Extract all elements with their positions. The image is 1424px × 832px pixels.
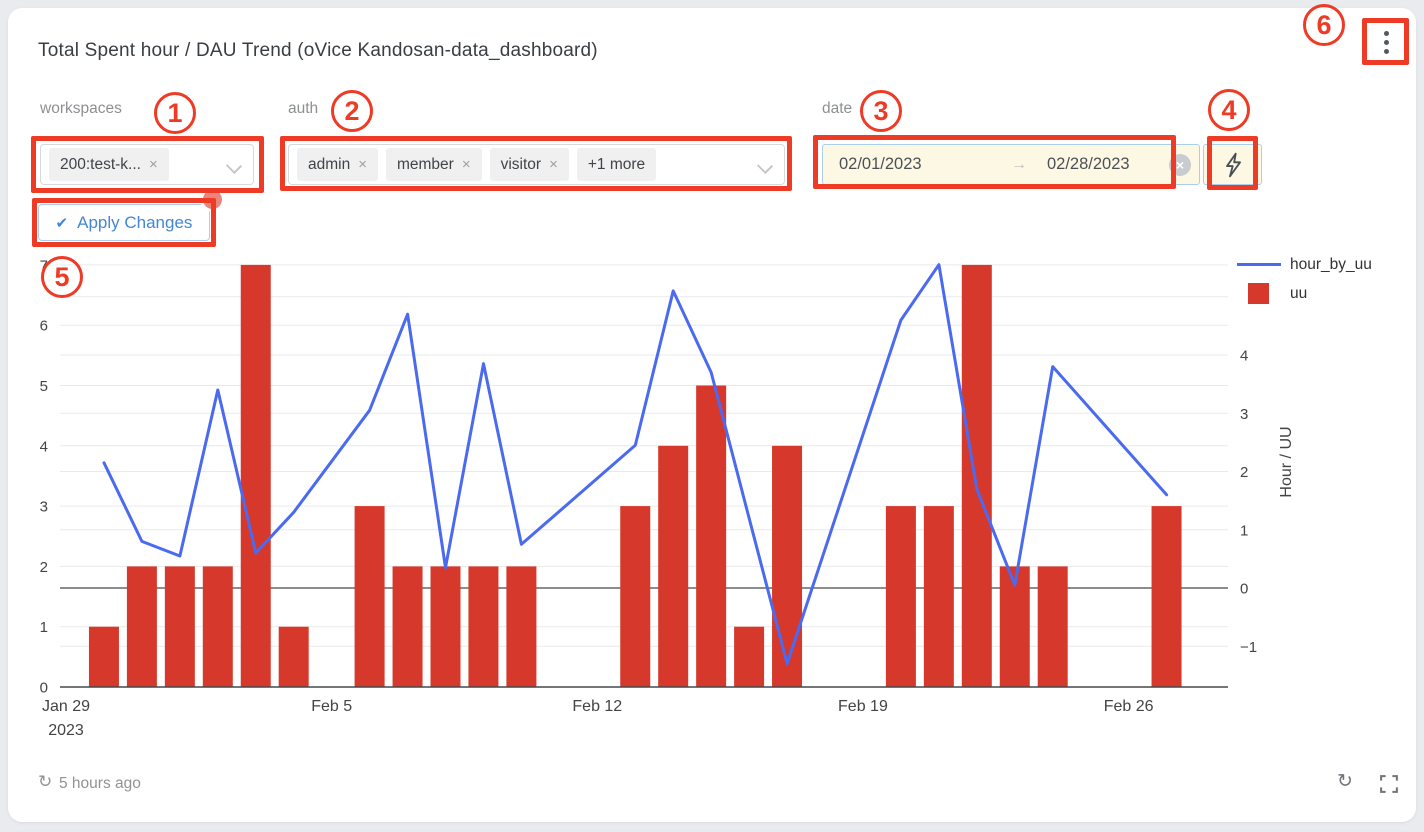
annotation-box-date	[813, 135, 1176, 189]
annotation-box-auth	[280, 136, 792, 191]
annotation-marker-4: 4	[1208, 89, 1250, 131]
workspaces-tag-remove-icon[interactable]: ×	[148, 156, 158, 173]
auth-overflow-label: +1 more	[587, 155, 646, 173]
refresh-button[interactable]: ↻	[1337, 771, 1353, 792]
kebab-dot-icon	[1383, 48, 1389, 54]
auth-tag-label: admin	[308, 155, 351, 173]
auth-tag: admin ×	[297, 148, 378, 181]
date-label: date	[822, 100, 853, 117]
annotation-marker-5: 5	[41, 256, 83, 298]
date-range-arrow-icon: →	[1011, 155, 1027, 173]
auth-overflow-tag[interactable]: +1 more	[576, 148, 657, 181]
widget-card	[8, 8, 1416, 822]
workspaces-tag-label: 200:test-k...	[60, 155, 141, 173]
annotation-marker-1: 1	[154, 92, 196, 134]
legend-item-hour-by-uu[interactable]: hour_by_uu	[1290, 256, 1372, 273]
fullscreen-button[interactable]	[1380, 775, 1398, 798]
kebab-dot-icon	[1383, 39, 1389, 45]
auth-tag-remove-icon[interactable]: ×	[461, 156, 471, 173]
apply-changes-label: Apply Changes	[77, 212, 193, 232]
annotation-marker-3: 3	[860, 90, 902, 132]
check-icon: ✔	[55, 214, 69, 232]
date-start-value[interactable]: 02/01/2023	[839, 155, 922, 173]
legend-line-swatch	[1237, 263, 1281, 266]
widget-title: Total Spent hour / DAU Trend (oVice Kand…	[38, 40, 598, 61]
dynamic-date-button[interactable]	[1203, 144, 1262, 185]
annotation-box-menu	[1362, 18, 1409, 65]
annotation-box-apply	[32, 198, 216, 247]
auth-select[interactable]: admin × member × visitor × +1 more	[288, 144, 785, 185]
auth-tag: visitor ×	[489, 148, 569, 181]
auth-tag-label: visitor	[500, 155, 542, 173]
date-end-value[interactable]: 02/28/2023	[1047, 155, 1130, 173]
annotation-box-lightning	[1207, 136, 1258, 190]
kebab-menu-button[interactable]	[1372, 25, 1400, 59]
annotation-marker-6: 6	[1303, 4, 1345, 46]
last-updated-text: 5 hours ago	[59, 775, 141, 792]
fullscreen-icon	[1380, 775, 1398, 793]
legend-item-uu[interactable]: uu	[1290, 285, 1308, 302]
legend-bar-swatch	[1248, 283, 1269, 304]
workspaces-tag: 200:test-k... ×	[49, 148, 169, 181]
auth-tag-remove-icon[interactable]: ×	[358, 156, 367, 173]
apply-changes-button[interactable]: ✔ Apply Changes	[38, 204, 210, 241]
auth-label: auth	[288, 100, 319, 117]
auth-tag-label: member	[396, 155, 454, 173]
workspaces-select[interactable]: 200:test-k... ×	[40, 144, 254, 185]
workspaces-label: workspaces	[40, 100, 122, 117]
auth-tag: member ×	[385, 148, 482, 181]
annotation-marker-2: 2	[331, 90, 373, 132]
kebab-dot-icon	[1383, 30, 1389, 36]
refresh-icon: ↻	[38, 772, 53, 791]
lightning-icon	[1225, 152, 1241, 177]
annotation-box-workspaces	[31, 136, 264, 193]
auth-tag-remove-icon[interactable]: ×	[549, 156, 558, 173]
